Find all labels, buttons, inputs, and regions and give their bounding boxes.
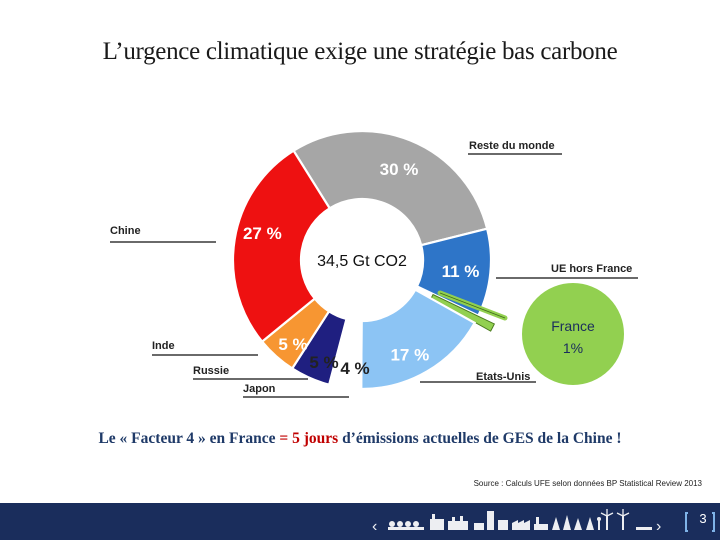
center-label: 34,5 Gt CO2 bbox=[317, 253, 407, 270]
chart-labels: 30 % Reste du monde 11 % UE hors France 17 %… bbox=[110, 140, 632, 395]
slice-label-ue-hors-france: 11 % bbox=[442, 262, 480, 281]
slice-label-japon: 4 % bbox=[340, 359, 369, 378]
slice-label-inde: 5 % bbox=[278, 335, 307, 354]
slice-label-reste-du-monde: 30 % bbox=[380, 160, 419, 179]
donut-chart: 30 % Reste du monde 11 % UE hors France 17 %… bbox=[110, 129, 638, 398]
svg-text:‹: ‹ bbox=[372, 518, 377, 535]
chart-leader-lines bbox=[110, 153, 638, 398]
footer-bar: ‹ › bbox=[0, 503, 720, 540]
headline-equation: = 5 jours bbox=[279, 430, 339, 447]
slice-label-etats-unis: 17 % bbox=[390, 346, 429, 365]
france-callout-value: 1% bbox=[563, 340, 583, 356]
legend-name-ue-hors-france: UE hors France bbox=[551, 263, 632, 275]
legend-name-etats-unis: Etats-Unis bbox=[476, 371, 530, 383]
headline-part-2: d’émissions actuelles de GES de la Chine… bbox=[338, 430, 622, 447]
legend-name-reste-du-monde: Reste du monde bbox=[469, 140, 555, 152]
legend-name-russie: Russie bbox=[193, 365, 229, 377]
slice-label-chine: 27 % bbox=[243, 224, 282, 243]
slice-chine bbox=[231, 149, 332, 344]
city-skyline-icon: ‹ › bbox=[372, 509, 715, 535]
chart-slices bbox=[231, 129, 496, 391]
slice-reste-du-monde bbox=[292, 129, 489, 247]
legend-name-chine: Chine bbox=[110, 225, 141, 237]
slice-label-russie: 5 % bbox=[309, 353, 338, 372]
slice-ue-hors-france bbox=[415, 227, 493, 318]
france-callout-name: France bbox=[551, 318, 595, 334]
headline: Le « Facteur 4 » en France = 5 jours d’é… bbox=[0, 430, 720, 448]
svg-text:›: › bbox=[656, 518, 661, 535]
legend-name-inde: Inde bbox=[152, 340, 175, 352]
france-callout-circle bbox=[520, 281, 626, 387]
page-number: 3 bbox=[699, 511, 707, 526]
source-note: Source : Calculs UFE selon données BP St… bbox=[473, 479, 702, 488]
headline-part-1: Le « Facteur 4 » en France bbox=[98, 430, 280, 447]
france-pointer-edge bbox=[439, 292, 506, 319]
slide-title: L’urgence climatique exige une stratégie… bbox=[102, 38, 618, 65]
legend-name-japon: Japon bbox=[243, 383, 276, 395]
